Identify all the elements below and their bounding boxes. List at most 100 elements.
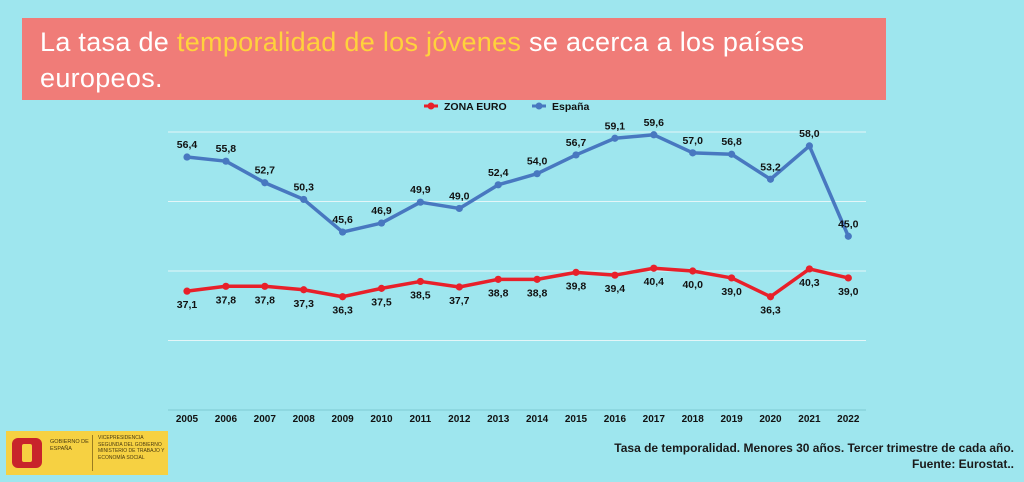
footer-description: Tasa de temporalidad. Menores 30 años. T…	[614, 441, 1014, 455]
data-label: 39,0	[721, 286, 742, 298]
data-point	[377, 284, 386, 292]
legend-marker-dot	[535, 102, 543, 110]
logo-line-2: MINISTERIO DE TRABAJO Y ECONOMÍA SOCIAL	[98, 448, 165, 461]
government-logo: GOBIERNO DE ESPAÑA VICEPRESIDENCIA SEGUN…	[6, 431, 168, 475]
data-label: 39,0	[838, 286, 859, 298]
data-point	[728, 150, 736, 158]
x-tick-label: 2005	[176, 414, 199, 425]
data-label: 36,3	[760, 305, 781, 317]
data-label: 55,8	[216, 143, 237, 155]
data-label: 45,6	[332, 214, 353, 226]
data-point	[339, 293, 347, 301]
legend-marker-dot	[427, 102, 435, 110]
data-point	[416, 198, 424, 206]
data-point	[261, 282, 269, 290]
data-label: 38,8	[488, 287, 509, 299]
data-point	[494, 181, 502, 189]
x-tick-label: 2006	[215, 414, 238, 425]
data-point	[222, 282, 230, 290]
data-label: 45,0	[838, 218, 859, 230]
data-label: 37,5	[371, 296, 392, 308]
data-label: 40,0	[682, 279, 703, 291]
x-tick-label: 2017	[643, 414, 666, 425]
data-point	[650, 264, 658, 272]
x-tick-label: 2022	[837, 414, 860, 425]
data-label: 52,4	[488, 167, 509, 179]
data-label: 39,4	[605, 283, 626, 295]
data-point	[766, 175, 775, 183]
title-part-2: se acerca a los países europeos.	[40, 27, 805, 93]
x-tick-label: 2015	[565, 414, 588, 425]
data-point	[572, 268, 580, 276]
data-point	[572, 151, 580, 159]
data-point	[533, 275, 541, 283]
data-label: 52,7	[255, 165, 276, 177]
data-point	[689, 149, 697, 157]
data-point	[650, 131, 658, 139]
data-point	[183, 287, 191, 295]
footer-source: Fuente: Eurostat..	[911, 457, 1014, 471]
footer-caption: Tasa de temporalidad. Menores 30 años. T…	[614, 440, 1014, 472]
logo-divider	[92, 435, 93, 471]
title-part-1: La tasa de	[40, 27, 177, 57]
logo-ministry-text: VICEPRESIDENCIA SEGUNDA DEL GOBIERNO MINI…	[98, 435, 166, 461]
logo-line-1: VICEPRESIDENCIA SEGUNDA DEL GOBIERNO	[98, 435, 162, 448]
data-label: 36,3	[332, 305, 353, 317]
x-tick-label: 2008	[293, 414, 316, 425]
data-point	[339, 228, 347, 236]
logo-gobierno-text: GOBIERNO DE ESPAÑA	[50, 439, 89, 452]
legend-label: ZONA EURO	[444, 101, 507, 113]
data-label: 53,2	[760, 161, 781, 173]
data-point	[222, 157, 230, 165]
x-tick-label: 2020	[759, 414, 782, 425]
data-point	[533, 170, 541, 178]
legend-label: España	[552, 101, 590, 113]
data-point	[300, 195, 308, 204]
data-label: 40,3	[799, 277, 820, 289]
line-chart: 2005 2006 2007 2008 2009 2010 2011 2012 2013 2014…	[168, 101, 866, 425]
chart-title: La tasa de temporalidad de los jóvenes s…	[40, 24, 880, 96]
data-label: 56,7	[566, 137, 587, 149]
data-label: 49,9	[410, 184, 431, 196]
x-tick-label: 2007	[254, 414, 277, 425]
data-label: 37,7	[449, 295, 470, 307]
data-label: 40,4	[644, 276, 665, 288]
data-point	[805, 142, 814, 150]
data-point	[611, 271, 619, 279]
x-tick-label: 2011	[410, 414, 432, 425]
x-tick-label: 2013	[487, 414, 510, 425]
data-point	[805, 265, 814, 273]
coat-of-arms-icon	[12, 438, 42, 468]
data-label: 37,3	[293, 298, 314, 310]
data-label: 38,8	[527, 287, 548, 299]
data-label: 39,8	[566, 280, 587, 292]
data-label: 58,0	[799, 128, 820, 140]
x-tick-label: 2019	[720, 414, 743, 425]
data-point	[455, 204, 463, 213]
data-label: 37,8	[216, 294, 237, 306]
data-point	[261, 179, 269, 187]
data-point	[689, 267, 697, 275]
x-tick-label: 2010	[370, 414, 393, 425]
series-line	[186, 133, 850, 237]
data-point	[455, 283, 463, 291]
data-label: 38,5	[410, 289, 431, 301]
data-point	[494, 275, 502, 283]
data-label: 57,0	[682, 135, 703, 147]
data-point	[611, 134, 619, 142]
data-point	[728, 274, 736, 282]
x-tick-label: 2021	[798, 414, 821, 425]
data-label: 56,4	[177, 139, 198, 151]
x-tick-label: 2012	[448, 414, 471, 425]
x-tick-label: 2016	[604, 414, 627, 425]
data-label: 56,8	[721, 136, 742, 148]
data-label: 59,1	[605, 120, 626, 132]
data-label: 37,1	[177, 299, 198, 311]
data-label: 49,0	[449, 190, 470, 202]
data-point	[766, 293, 775, 301]
data-point	[416, 277, 424, 286]
data-point	[844, 232, 852, 240]
title-banner: La tasa de temporalidad de los jóvenes s…	[22, 18, 886, 100]
x-tick-label: 2014	[526, 414, 549, 425]
x-tick-label: 2018	[682, 414, 705, 425]
